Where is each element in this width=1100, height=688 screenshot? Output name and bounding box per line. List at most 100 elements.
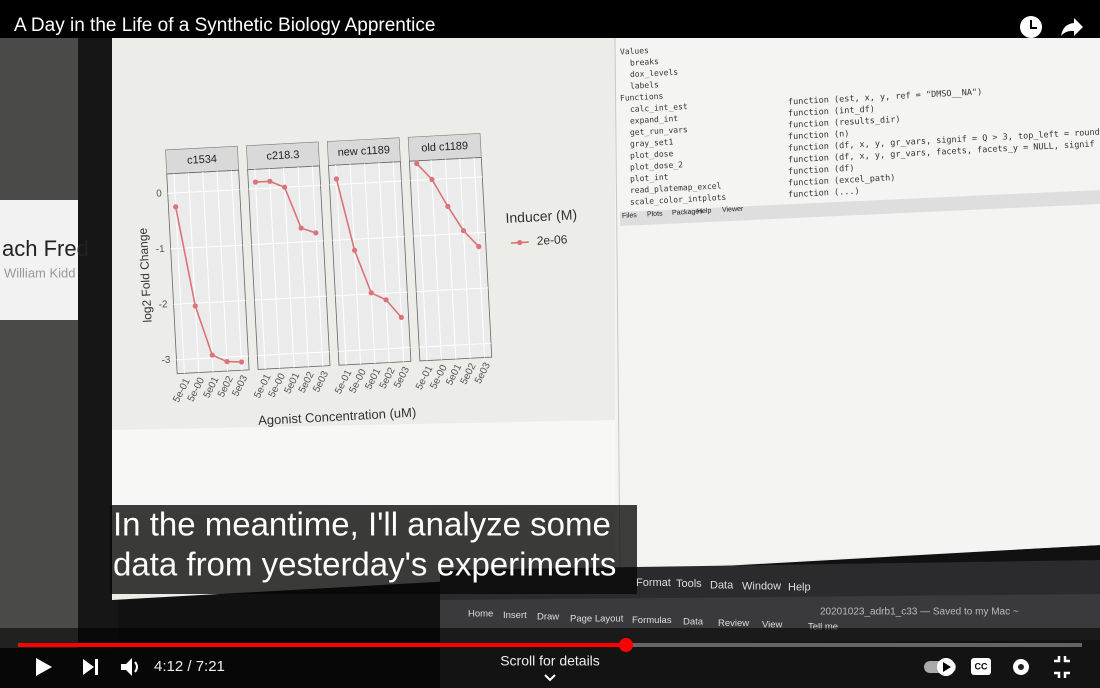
grid-line-x <box>363 163 376 364</box>
panel-title: old c1189 <box>421 140 468 154</box>
env-name: dox_levels <box>630 68 679 80</box>
svg-text:CC: CC <box>975 661 988 671</box>
excel-menu: Tools <box>676 578 702 590</box>
env-name: plot_int <box>630 173 669 184</box>
scroll-chevron <box>544 674 556 682</box>
env-name: plot_dose <box>630 149 674 160</box>
grid-line-x <box>187 172 200 373</box>
grid-line-x <box>473 157 486 358</box>
point <box>267 178 273 184</box>
env-name: Functions <box>620 92 664 103</box>
point <box>476 243 482 250</box>
pane-tabbar <box>620 190 1100 226</box>
excel-menu: Data <box>710 579 734 591</box>
excel-file: 20201023_adrb1_c33 — Saved to my Mac ~ <box>820 607 1019 618</box>
grid-line-x <box>392 162 405 362</box>
excel-menu: Format <box>636 577 671 589</box>
grid-line-x <box>202 172 214 372</box>
settings-button[interactable] <box>1013 659 1029 675</box>
fullscreen-button[interactable] <box>1054 656 1070 678</box>
grid-line-x <box>230 170 243 371</box>
autoplay-toggle[interactable] <box>924 658 956 676</box>
grid-line-x <box>416 160 428 361</box>
y-tick-label: -1 <box>155 244 165 255</box>
point <box>414 161 420 167</box>
panel-title: new c1189 <box>337 144 390 159</box>
point <box>460 228 467 234</box>
excel-tab: View <box>762 620 783 631</box>
scroll-hint[interactable]: Scroll for details <box>500 653 600 669</box>
point <box>351 247 358 253</box>
env-value: function (df) <box>788 164 855 177</box>
legend-title: Inducer (M) <box>505 206 577 226</box>
grid-line-x <box>335 165 347 365</box>
excel-tab: Home <box>468 609 493 620</box>
excel-tab: Insert <box>503 610 527 621</box>
grid-line-x <box>349 164 362 365</box>
point <box>209 352 215 358</box>
point <box>192 303 198 309</box>
name-tag-text: ach Fred <box>2 236 89 261</box>
grid-line-x <box>444 159 457 360</box>
pane-tab: Help <box>697 208 712 216</box>
y-tick-label: -2 <box>158 299 168 310</box>
caption-line: In the meantime, I'll analyze some <box>113 506 611 543</box>
env-name: get_run_vars <box>630 125 688 137</box>
point <box>368 290 374 296</box>
grid-line-x <box>378 162 390 363</box>
env-value: function (n) <box>788 129 850 142</box>
pane-tab: Files <box>622 212 638 220</box>
excel-tab: Draw <box>537 612 559 623</box>
volume-button[interactable] <box>121 658 138 676</box>
next-button[interactable] <box>83 659 98 675</box>
env-name: expand_int <box>630 114 679 126</box>
y-tick-label: -3 <box>161 355 171 366</box>
point <box>429 176 435 183</box>
share-button[interactable] <box>1061 18 1083 36</box>
excel-tab: Page Layout <box>570 613 624 624</box>
grid-line-x <box>216 171 229 372</box>
video-title[interactable]: A Day in the Life of a Synthetic Biology… <box>14 15 435 36</box>
captions-button[interactable]: CC <box>971 658 991 675</box>
env-name: labels <box>630 80 660 91</box>
excel-menu: Help <box>788 582 811 594</box>
grid-line-x <box>297 167 309 367</box>
point <box>383 297 389 303</box>
point <box>313 230 319 236</box>
excel-tab: Tell me <box>808 621 838 632</box>
grid-line-x <box>459 158 471 359</box>
point <box>238 359 245 365</box>
time-display: 4:12 / 7:21 <box>154 658 225 675</box>
excel-tab: Review <box>718 618 749 629</box>
scrubber[interactable] <box>619 638 633 652</box>
rstudio-pane <box>615 38 1100 570</box>
panel-title: c218.3 <box>266 149 300 163</box>
caption-line: data from yesterday's experiments <box>113 546 616 583</box>
point <box>398 314 404 321</box>
plot: 0-1-2-3c15345e-015e-005e015e025e03c218.3… <box>136 133 577 428</box>
console <box>112 420 615 515</box>
env-name: Values <box>620 46 650 57</box>
point <box>281 184 288 190</box>
point <box>333 176 340 182</box>
grid-line-x <box>283 167 295 368</box>
name-tag-text: William Kidd <box>4 265 76 280</box>
point <box>173 204 179 210</box>
play-button[interactable] <box>36 658 52 676</box>
point <box>252 179 259 185</box>
panel-title: c1534 <box>187 153 218 167</box>
name-tag <box>0 200 78 320</box>
top-bar <box>0 0 1100 38</box>
wall <box>0 38 90 648</box>
excel-tab: Data <box>683 617 704 628</box>
watch-later-button[interactable] <box>1020 16 1042 38</box>
caption-box <box>110 505 637 594</box>
y-axis-label: log2 Fold Change <box>136 227 155 323</box>
progress-played <box>18 643 626 647</box>
grid-line-x <box>268 168 281 369</box>
env-name: plot_dose_2 <box>630 160 684 172</box>
point <box>298 225 304 231</box>
excel-tab: Formulas <box>632 615 672 626</box>
env-name: calc_int_est <box>630 102 688 114</box>
